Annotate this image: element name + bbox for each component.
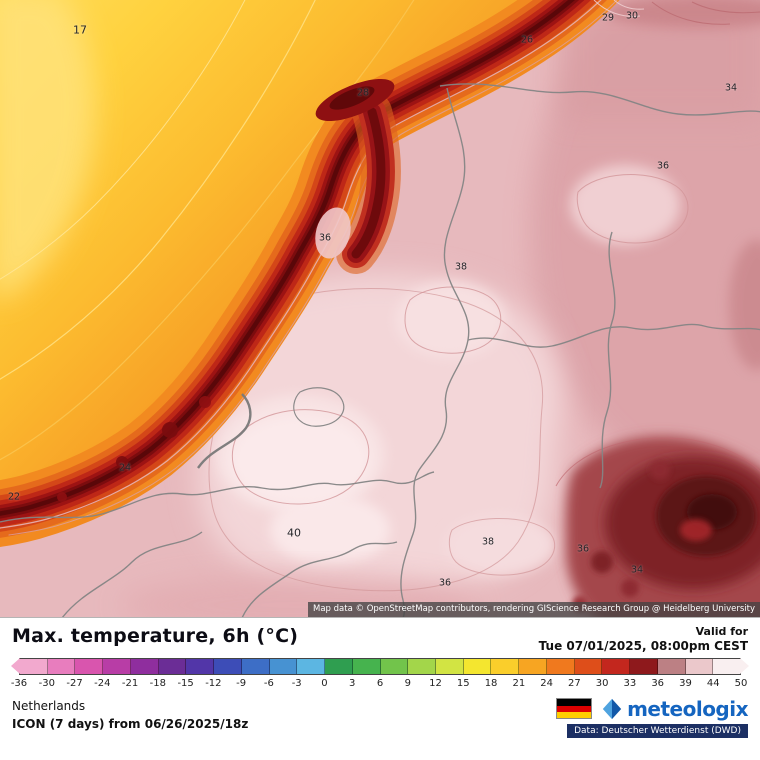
scale-tick-label: -30	[38, 677, 55, 689]
hills-cool-region	[565, 436, 760, 617]
map-attribution[interactable]: Map data © OpenStreetMap contributors, r…	[308, 601, 760, 617]
scale-segment	[214, 658, 242, 674]
scale-tick-label: 6	[376, 677, 384, 689]
scale-tick-label: 12	[429, 677, 442, 689]
scale-segment	[269, 658, 298, 674]
scale-segment	[325, 658, 353, 674]
brand-row: meteologix	[556, 697, 748, 721]
region-label: Netherlands	[12, 698, 86, 713]
scale-tick-label: -18	[149, 677, 167, 689]
footer: Netherlands ICON (7 days) from 06/26/202…	[0, 691, 760, 738]
coast-gradient-band	[0, 0, 645, 535]
color-scale-segments	[11, 657, 749, 675]
model-run-label: ICON (7 days) from 06/26/2025/18z	[12, 716, 249, 731]
scale-tick-label: 15	[456, 677, 470, 689]
scale-tick-label: 33	[623, 677, 637, 689]
model-info-block: Netherlands ICON (7 days) from 06/26/202…	[12, 697, 248, 733]
scale-arrow-left	[11, 657, 20, 674]
scale-segment	[186, 658, 215, 674]
scale-arrow-right	[740, 657, 749, 674]
scale-tick-label: -3	[291, 677, 302, 689]
scale-segment	[130, 658, 159, 674]
scale-tick-label: -24	[94, 677, 111, 689]
valid-time-block: Valid for Tue 07/01/2025, 08:00pm CEST	[539, 625, 748, 654]
meteologix-diamond-icon	[602, 698, 622, 719]
scale-tick-label: 0	[321, 677, 328, 689]
data-source-bar: Data: Deutscher Wetterdienst (DWD)	[567, 723, 748, 738]
legend-header: Max. temperature, 6h (°C) Valid for Tue …	[0, 618, 760, 657]
weather-map: 17 26 29 30 28 34 36 36 38 24 22 40 38 36 34 36 Map dat…	[0, 0, 760, 618]
scale-segment	[657, 658, 686, 674]
scale-tick-label: -36	[10, 677, 28, 689]
scale-segment	[380, 658, 409, 674]
scale-tick-label: 21	[512, 677, 526, 689]
meteologix-logo[interactable]: meteologix	[601, 697, 748, 721]
scale-tick-label: 44	[706, 677, 720, 689]
scale-tick-label: 36	[651, 677, 665, 689]
scale-tick-label: 30	[595, 677, 609, 689]
scale-segment	[491, 658, 520, 674]
scale-tick-label: -9	[236, 677, 247, 689]
scale-tick-label: 9	[404, 677, 411, 689]
scale-segment	[297, 658, 326, 674]
scale-segment	[519, 658, 547, 674]
scale-tick-label: -21	[121, 677, 139, 689]
germany-flag-icon	[556, 698, 593, 720]
scale-tick-label: 24	[540, 677, 553, 689]
scale-segment	[20, 658, 48, 674]
scale-segment	[630, 658, 658, 674]
scale-segment	[241, 658, 270, 674]
scale-tick-label: 27	[568, 677, 581, 689]
scale-segment	[463, 658, 492, 674]
admin-borders	[0, 83, 760, 617]
scale-tick-label: 3	[349, 677, 356, 689]
scale-segment	[158, 658, 187, 674]
scale-tick-label: -15	[177, 677, 194, 689]
page-title: Max. temperature, 6h (°C)	[12, 625, 299, 647]
scale-segment	[352, 658, 381, 674]
scale-segment	[103, 658, 131, 674]
scale-segment	[436, 658, 464, 674]
scale-tick-label: 50	[734, 677, 748, 689]
scale-tick-label: 39	[679, 677, 692, 689]
scale-tick-label: 18	[484, 677, 498, 689]
brand-block: meteologix Data: Deutscher Wetterdienst …	[556, 697, 748, 738]
scale-tick-label: -27	[66, 677, 83, 689]
temperature-map-svg	[0, 0, 760, 617]
color-scale-ticks: -36 -30 -27 -24 -21 -18 -15 -12 -9 -6 -3 0 3 6 9 12 15 18…	[11, 677, 748, 691]
valid-time: Tue 07/01/2025, 08:00pm CEST	[538, 638, 748, 653]
scale-segment	[47, 658, 76, 674]
scale-tick-label: -12	[205, 677, 222, 689]
scale-segment	[574, 658, 603, 674]
scale-segment	[685, 658, 714, 674]
color-scale: -36 -30 -27 -24 -21 -18 -15 -12 -9 -6 -3 0 3 6 9 12 15 18…	[0, 657, 760, 691]
scale-segment	[602, 658, 631, 674]
scale-segment	[75, 658, 104, 674]
scale-tick-label: -6	[263, 677, 274, 689]
scale-segment	[713, 658, 741, 674]
scale-segment	[408, 658, 437, 674]
valid-for-label: Valid for	[695, 625, 748, 638]
scale-segment	[546, 658, 575, 674]
brand-name: meteologix	[627, 696, 748, 721]
